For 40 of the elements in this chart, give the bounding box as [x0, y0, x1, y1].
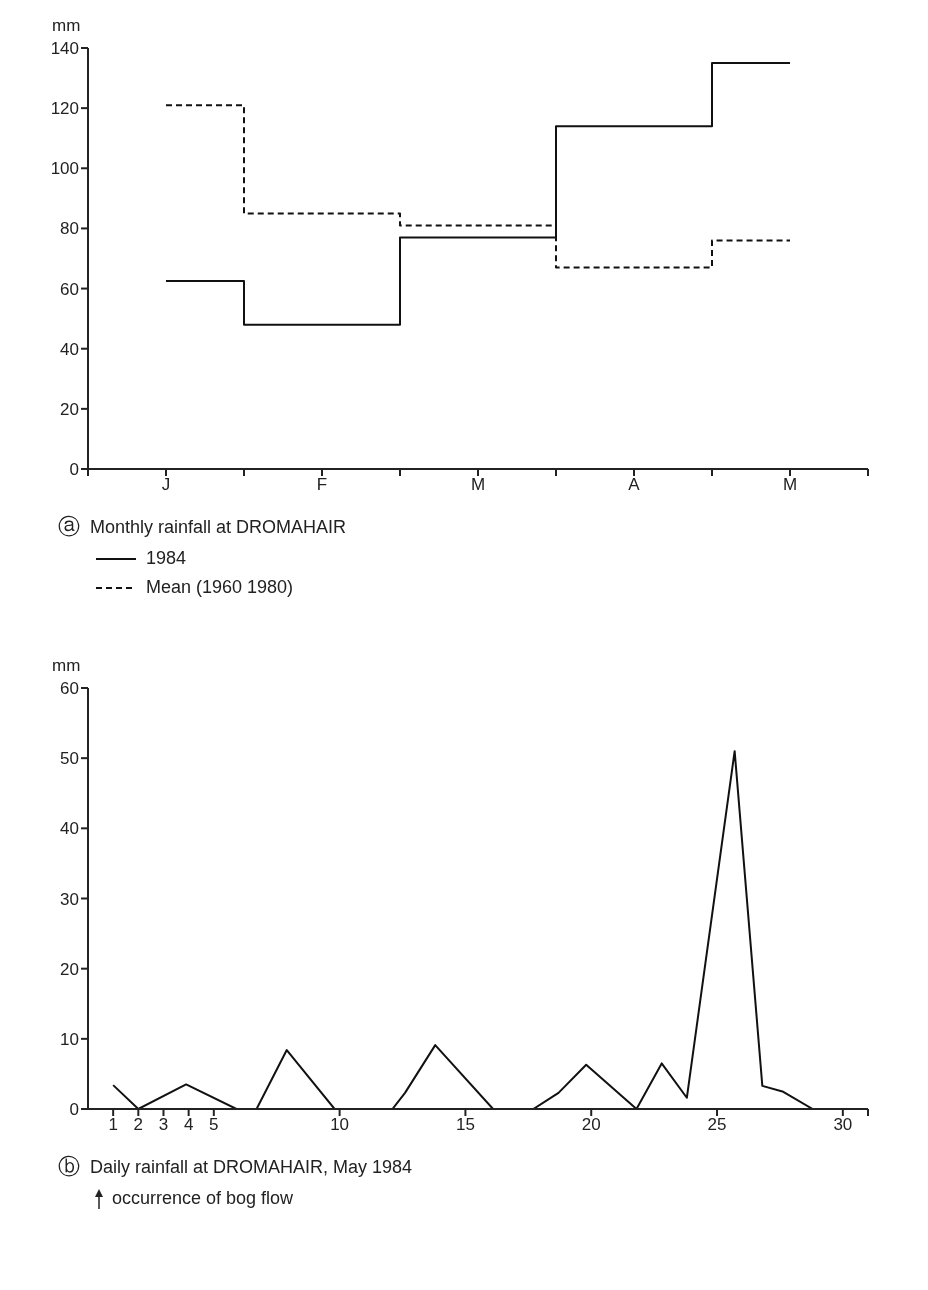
- text: Daily rainfall at DROMAHAIR, May 1984: [90, 1156, 413, 1178]
- y-axis-title: mm: [52, 656, 81, 676]
- y-tick-label: 0: [69, 1100, 79, 1120]
- y-tick-label: 10: [60, 1029, 79, 1049]
- y-tick-label: 100: [50, 159, 79, 179]
- y-tick-label: 20: [60, 399, 79, 419]
- x-tick-label: 5: [209, 1115, 219, 1135]
- text: occurrence of bog flow: [112, 1188, 294, 1209]
- y-tick-label: 40: [60, 339, 79, 359]
- x-tick-label: 15: [455, 1115, 475, 1135]
- legend-label: Mean (1960 1980): [146, 577, 294, 598]
- text: ⓐ: [58, 513, 80, 541]
- legend-label: 1984: [146, 548, 187, 569]
- y-tick-label: 20: [60, 959, 79, 979]
- y-tick-label: 30: [60, 889, 79, 909]
- x-tick-label: J: [161, 475, 171, 495]
- y-tick-label: 60: [60, 679, 79, 699]
- y-tick-label: 140: [50, 39, 79, 59]
- y-tick-label: 120: [50, 99, 79, 119]
- x-tick-label: 30: [833, 1115, 853, 1135]
- x-tick-label: 25: [707, 1115, 727, 1135]
- x-tick-label: 2: [133, 1115, 144, 1135]
- text: Monthly rainfall at DROMAHAIR: [90, 516, 347, 538]
- x-tick-label: 3: [158, 1115, 169, 1135]
- y-tick-label: 40: [60, 819, 79, 839]
- x-tick-label: 4: [183, 1115, 194, 1135]
- x-tick-label: A: [628, 475, 641, 495]
- x-tick-label: M: [470, 475, 486, 495]
- y-axis-title: mm: [52, 16, 81, 36]
- x-tick-label: 1: [108, 1115, 118, 1135]
- line-series: [112, 750, 814, 1109]
- x-tick-label: 20: [581, 1115, 601, 1135]
- y-tick-label: 0: [69, 460, 79, 480]
- text: ⓑ: [58, 1153, 80, 1181]
- y-tick-label: 80: [60, 219, 79, 239]
- y-tick-label: 50: [60, 749, 79, 769]
- y-tick-label: 60: [60, 279, 79, 299]
- x-tick-label: F: [316, 475, 328, 495]
- x-tick-label: M: [782, 475, 798, 495]
- x-tick-label: 10: [330, 1115, 350, 1135]
